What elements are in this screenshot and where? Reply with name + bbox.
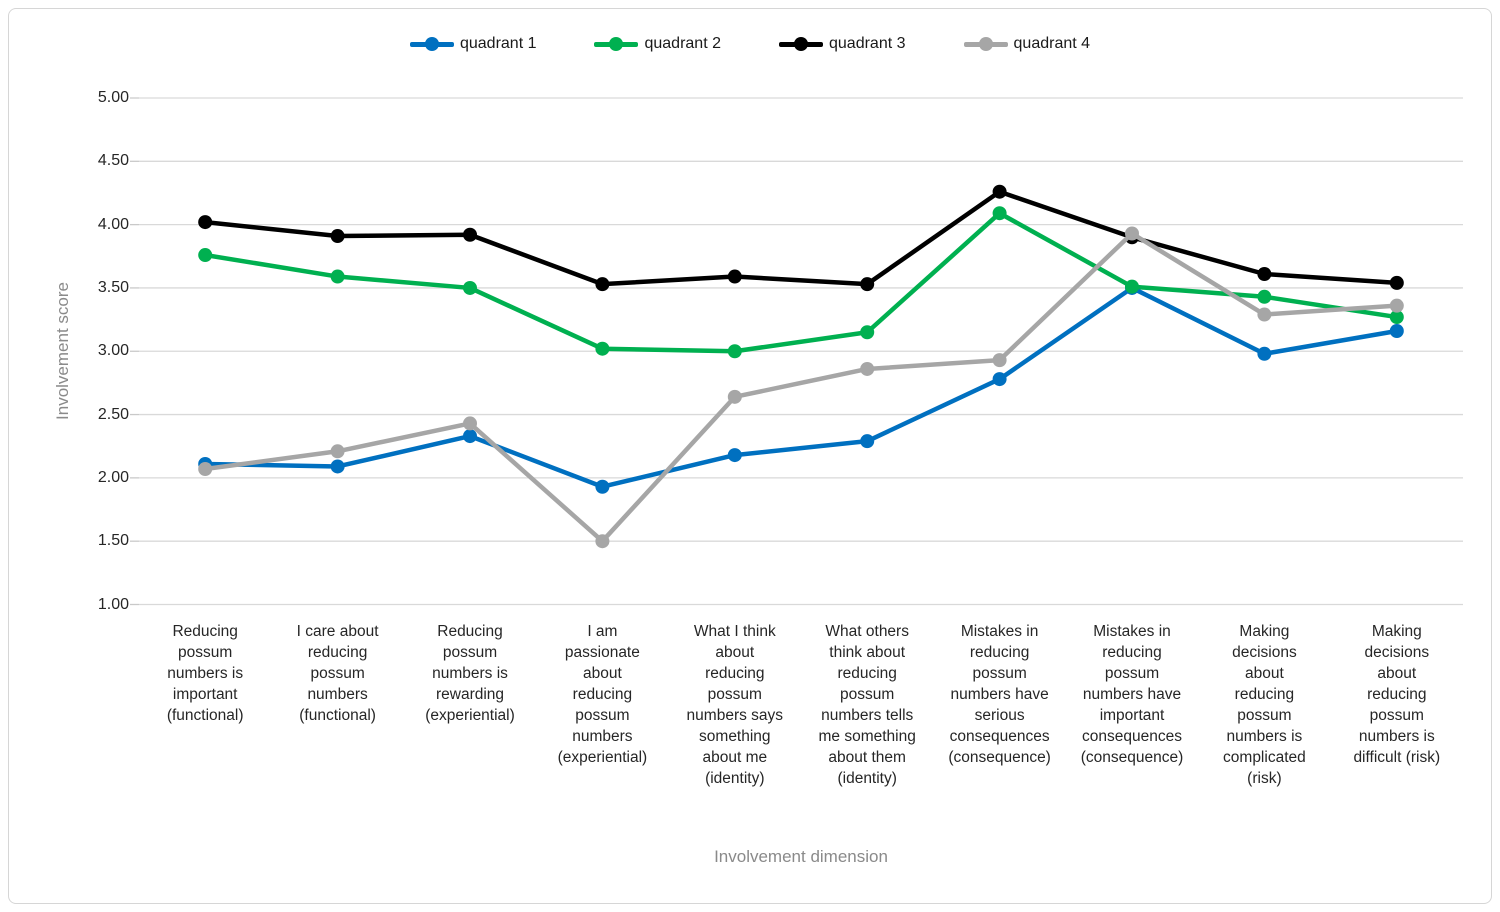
legend-marker-icon (963, 37, 1008, 51)
data-point (1389, 310, 1404, 325)
chart-legend: quadrant 1 quadrant 2 quadrant 3 quadran… (9, 35, 1491, 53)
series-line-quadrant-3 (204, 189, 1397, 287)
series-line-quadrant-2 (204, 210, 1398, 354)
x-category-label: Mistakes in reducing possum numbers have… (1080, 623, 1184, 766)
data-point (595, 534, 610, 549)
data-point (992, 372, 1007, 387)
data-point (595, 341, 610, 356)
data-point (860, 434, 875, 449)
legend-item-quadrant-2[interactable]: quadrant 2 (594, 35, 721, 53)
data-point (992, 353, 1007, 368)
legend-label: quadrant 2 (644, 35, 721, 52)
x-category-label: Making decisions about reducing possum n… (1353, 623, 1441, 766)
data-point (595, 479, 610, 494)
legend-label: quadrant 4 (1013, 35, 1091, 52)
x-category-label: Mistakes in reducing possum numbers have… (948, 623, 1051, 766)
data-point (1257, 346, 1272, 361)
data-point (727, 389, 742, 404)
data-point (463, 429, 477, 444)
data-point (1389, 323, 1404, 338)
line-chart-plot-area (130, 97, 1463, 606)
chart-figure: quadrant 1 quadrant 2 quadrant 3 quadran… (8, 8, 1492, 904)
x-category-label: Reducing possum numbers is important (fu… (166, 623, 244, 724)
y-tick-label: 1.50 (97, 532, 129, 550)
y-tick-label: 2.00 (97, 468, 129, 486)
data-point (1257, 289, 1272, 304)
data-point (463, 227, 477, 242)
data-point (860, 325, 875, 340)
x-category-label: What others think about reducing possum … (818, 623, 916, 787)
data-point (198, 462, 213, 477)
legend-marker-icon (409, 37, 454, 51)
x-category-label: I am passionate about reducing possum nu… (557, 623, 648, 766)
data-point (1125, 226, 1139, 241)
data-point (198, 215, 213, 230)
data-point (330, 444, 345, 459)
data-point (198, 248, 213, 263)
legend-item-quadrant-4[interactable]: quadrant 4 (963, 35, 1091, 53)
data-point (992, 184, 1007, 199)
data-point (1389, 298, 1404, 313)
y-tick-label: 3.00 (97, 342, 129, 360)
x-category-label: Reducing possum numbers is rewarding (ex… (425, 623, 515, 724)
data-point (463, 280, 477, 295)
y-tick-label: 5.00 (97, 89, 129, 106)
y-tick-label: 4.50 (97, 152, 129, 170)
series-line-quadrant-1 (205, 285, 1398, 489)
legend-item-quadrant-3[interactable]: quadrant 3 (779, 35, 906, 53)
data-point (1257, 267, 1272, 282)
legend-item-quadrant-1[interactable]: quadrant 1 (409, 35, 537, 53)
x-category-label: What I think about reducing possum numbe… (686, 623, 784, 787)
data-point (463, 416, 477, 431)
x-category-label: Making decisions about reducing possum n… (1223, 623, 1306, 787)
data-point (1389, 275, 1404, 290)
data-point (727, 344, 742, 359)
data-point (330, 459, 345, 474)
legend-label: quadrant 3 (829, 35, 906, 52)
y-tick-label: 3.50 (97, 278, 129, 296)
data-point (595, 277, 610, 292)
data-point (1125, 279, 1139, 294)
y-tick-label: 2.50 (97, 405, 129, 423)
data-point (992, 206, 1007, 221)
x-axis-title: Involvement dimension (714, 847, 888, 866)
data-point (860, 361, 875, 376)
data-point (727, 269, 742, 284)
data-point (727, 448, 742, 463)
legend-marker-icon (779, 37, 823, 51)
data-point (330, 269, 345, 284)
y-tick-label: 1.00 (97, 595, 129, 613)
x-category-label: I care about reducing possum numbers (fu… (296, 623, 379, 724)
legend-marker-icon (594, 37, 639, 51)
y-tick-label: 4.00 (97, 215, 129, 233)
data-point (330, 229, 345, 244)
series-line-quadrant-4 (204, 231, 1397, 544)
legend-label: quadrant 1 (459, 35, 537, 52)
data-point (860, 277, 875, 292)
data-point (1257, 307, 1272, 322)
